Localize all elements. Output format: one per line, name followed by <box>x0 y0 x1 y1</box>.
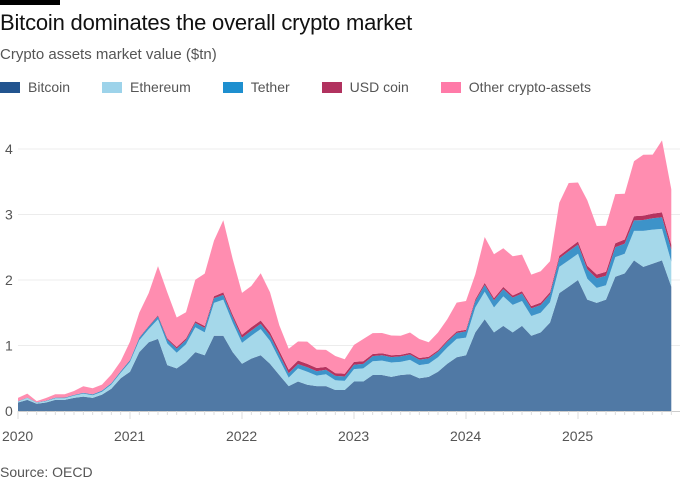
legend-swatch <box>440 81 461 93</box>
x-tick-label: 2021 <box>114 428 145 444</box>
area-other-crypto-assets <box>18 140 672 403</box>
y-tick-label: 0 <box>5 403 13 419</box>
legend-item-tether: Tether <box>222 79 290 95</box>
legend-label: USD coin <box>349 79 409 95</box>
area-ethereum <box>18 228 672 404</box>
legend-label: Other crypto-assets <box>468 79 591 95</box>
x-tick-label: 2023 <box>338 428 369 444</box>
x-tick-label: 2022 <box>226 428 257 444</box>
legend-swatch <box>0 81 20 93</box>
legend-swatch <box>321 81 342 93</box>
area-bitcoin <box>18 260 672 411</box>
legend-item-ethereum: Ethereum <box>102 79 191 95</box>
y-tick-label: 1 <box>5 338 13 354</box>
y-tick-label: 3 <box>5 207 13 223</box>
chart-subtitle: Crypto assets market value ($tn) <box>0 46 217 63</box>
legend-swatch <box>102 81 123 93</box>
legend-item-bitcoin: Bitcoin <box>0 79 70 95</box>
y-tick-label: 2 <box>5 272 13 288</box>
brand-bar <box>0 0 60 5</box>
legend-item-other-crypto-assets: Other crypto-assets <box>440 79 591 95</box>
legend-label: Ethereum <box>130 79 191 95</box>
source-note: Source: OECD <box>0 464 93 480</box>
legend: Bitcoin Ethereum Tether USD coin Other crypt… <box>0 79 623 95</box>
x-tick-label: 2025 <box>562 428 593 444</box>
y-tick-label: 4 <box>5 141 13 157</box>
chart-title: Bitcoin dominates the overall crypto mar… <box>0 10 413 35</box>
legend-swatch <box>222 81 243 93</box>
x-tick-label: 2020 <box>2 428 33 444</box>
area-tether <box>18 217 672 403</box>
x-tick-label: 2024 <box>450 428 481 444</box>
legend-label: Bitcoin <box>28 79 71 95</box>
legend-item-usd-coin: USD coin <box>321 79 409 95</box>
legend-label: Tether <box>250 79 290 95</box>
